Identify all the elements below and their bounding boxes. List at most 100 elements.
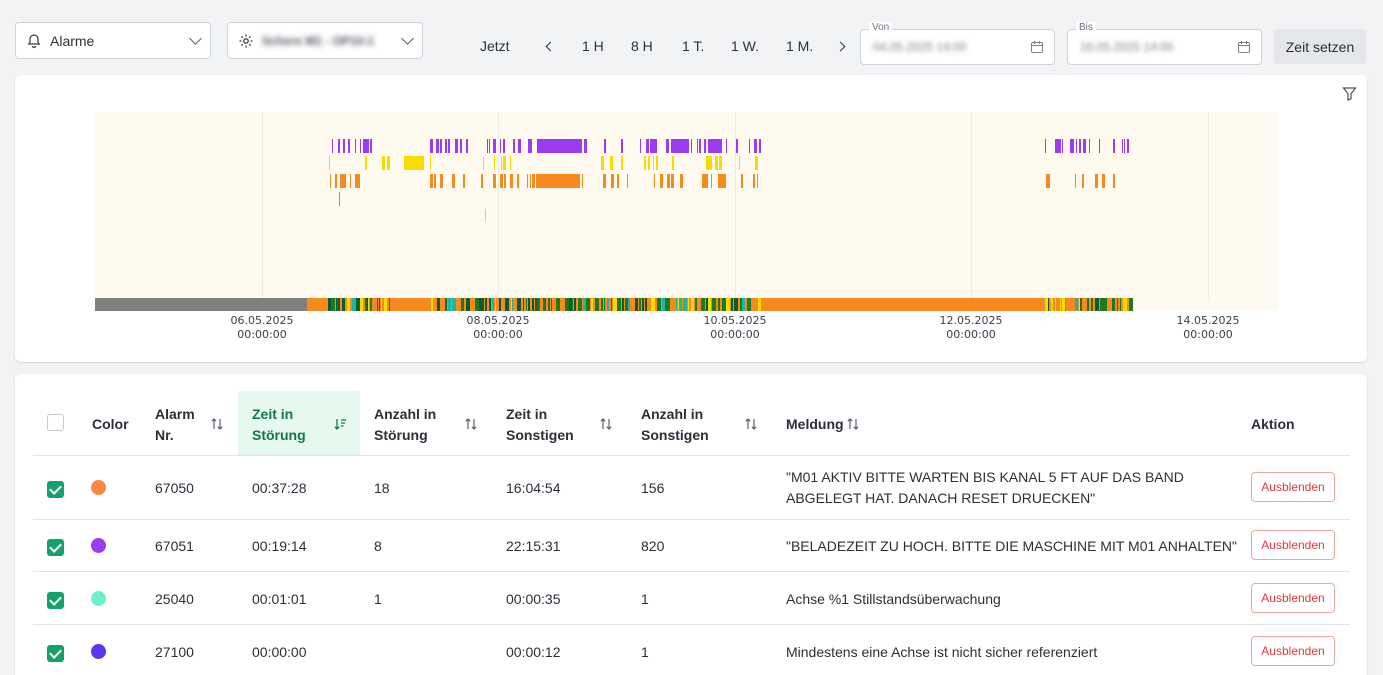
alarm-event: [656, 156, 658, 170]
alarm-event: [442, 174, 443, 188]
status-segment: [578, 298, 580, 311]
range-1h[interactable]: 1 H: [582, 38, 604, 54]
alarm-event: [654, 174, 655, 188]
x-tick-date: 08.05.2025: [467, 314, 530, 327]
status-segment: [328, 298, 331, 311]
header-anzahl-stoerung[interactable]: Anzahl in Störung: [374, 404, 436, 446]
status-segment: [747, 298, 751, 311]
status-segment: [482, 298, 484, 311]
hide-button[interactable]: Ausblenden: [1251, 636, 1335, 666]
alarm-event: [452, 174, 455, 188]
sort-icon[interactable]: [464, 417, 478, 431]
alarm-event: [445, 139, 447, 153]
status-segment: [574, 298, 576, 311]
alarm-event: [627, 174, 628, 188]
status-segment: [607, 298, 609, 311]
alarm-event: [537, 139, 581, 153]
alarm-event: [1122, 139, 1123, 153]
status-segment: [1103, 298, 1107, 311]
header-alarm-nr[interactable]: Alarm Nr.: [155, 404, 195, 446]
alarm-event: [672, 156, 674, 170]
range-1w[interactable]: 1 W.: [731, 38, 760, 54]
alarm-event: [532, 174, 535, 188]
divider: [33, 571, 1350, 572]
header-anzahl-sonstigen[interactable]: Anzahl in Sonstigen: [641, 404, 709, 446]
from-date-field[interactable]: Von 04.05.2025 14:00: [860, 22, 1055, 65]
status-segment: [367, 298, 368, 311]
status-segment: [617, 298, 621, 311]
hide-button[interactable]: Ausblenden: [1251, 472, 1335, 502]
status-segment: [352, 298, 356, 311]
now-button[interactable]: Jetzt: [480, 38, 510, 54]
alarm-event: [705, 174, 708, 188]
sort-descending-icon[interactable]: [333, 417, 347, 431]
alarm-event: [1046, 174, 1047, 188]
alarm-event: [741, 174, 743, 188]
status-segment: [1045, 298, 1048, 311]
range-1d[interactable]: 1 T.: [682, 38, 705, 54]
header-meldung[interactable]: Meldung: [786, 416, 844, 432]
status-segment: [742, 298, 745, 311]
status-segment: [445, 298, 446, 311]
alarm-event: [1102, 174, 1105, 188]
set-time-button[interactable]: Zeit setzen: [1274, 29, 1366, 64]
filter-icon[interactable]: [1342, 86, 1357, 101]
hide-button[interactable]: Ausblenden: [1251, 583, 1335, 613]
alarm-event: [1095, 174, 1098, 188]
calendar-icon[interactable]: [1030, 40, 1044, 54]
alarm-event: [531, 139, 532, 153]
cell-zeit-sonstigen: 00:00:12: [506, 644, 561, 660]
status-segment: [1080, 298, 1082, 311]
alarm-event: [1070, 139, 1072, 153]
x-tick-date: 10.05.2025: [704, 314, 767, 327]
status-segment: [548, 298, 550, 311]
to-date-field[interactable]: Bis 16.05.2025 14:00: [1067, 22, 1262, 65]
alarm-event: [621, 156, 623, 170]
status-segment: [381, 298, 382, 311]
row-checkbox[interactable]: [47, 592, 64, 609]
select-all-checkbox[interactable]: [47, 414, 64, 431]
alarm-event: [680, 174, 683, 188]
color-dot: [91, 591, 106, 606]
sort-icon[interactable]: [744, 417, 758, 431]
header-color: Color: [92, 416, 129, 432]
hide-button[interactable]: Ausblenden: [1251, 530, 1335, 560]
status-segment: [580, 298, 582, 311]
machine-value: Schere M1 - OP10-1: [262, 33, 375, 48]
machine-select[interactable]: Schere M1 - OP10-1: [227, 22, 423, 59]
status-segment: [708, 298, 711, 311]
range-1m[interactable]: 1 M.: [786, 38, 814, 54]
status-segment: [461, 298, 464, 311]
cell-zeit-sonstigen: 16:04:54: [506, 480, 561, 496]
status-segment: [342, 298, 345, 311]
sort-icon[interactable]: [599, 417, 613, 431]
alarm-event: [343, 174, 346, 188]
header-zeit-stoerung[interactable]: Zeit in Störung: [252, 404, 306, 446]
alarm-event: [671, 174, 674, 188]
status-segment: [1051, 298, 1053, 311]
row-checkbox[interactable]: [47, 481, 64, 498]
calendar-icon[interactable]: [1237, 40, 1251, 54]
status-segment: [1117, 298, 1118, 311]
status-segment: [1048, 298, 1049, 311]
sort-icon[interactable]: [846, 417, 860, 431]
sort-icon[interactable]: [210, 417, 224, 431]
alarm-event: [365, 156, 367, 170]
cell-meldung: "BELADEZEIT ZU HOCH. BITTE DIE MASCHINE …: [786, 538, 1238, 554]
alarm-event: [493, 174, 496, 188]
status-segment: [695, 298, 697, 311]
alarm-event: [463, 174, 465, 188]
header-anzahl-sonstigen-line1: Anzahl in: [641, 406, 704, 422]
header-zeit-sonstigen[interactable]: Zeit in Sonstigen: [506, 404, 574, 446]
alarm-type-select[interactable]: Alarme: [15, 22, 211, 59]
color-dot: [91, 538, 106, 553]
alarm-event: [517, 174, 519, 188]
row-checkbox[interactable]: [47, 645, 64, 662]
status-segment: [377, 298, 378, 311]
cell-anzahl-sonstigen: 156: [641, 480, 665, 496]
range-8h[interactable]: 8 H: [631, 38, 653, 54]
row-checkbox[interactable]: [47, 539, 64, 556]
alarm-timeline-chart: 06.05.202500:00:0008.05.202500:00:0010.0…: [95, 112, 1278, 341]
status-segment: [485, 298, 487, 311]
status-segment: [551, 298, 552, 311]
